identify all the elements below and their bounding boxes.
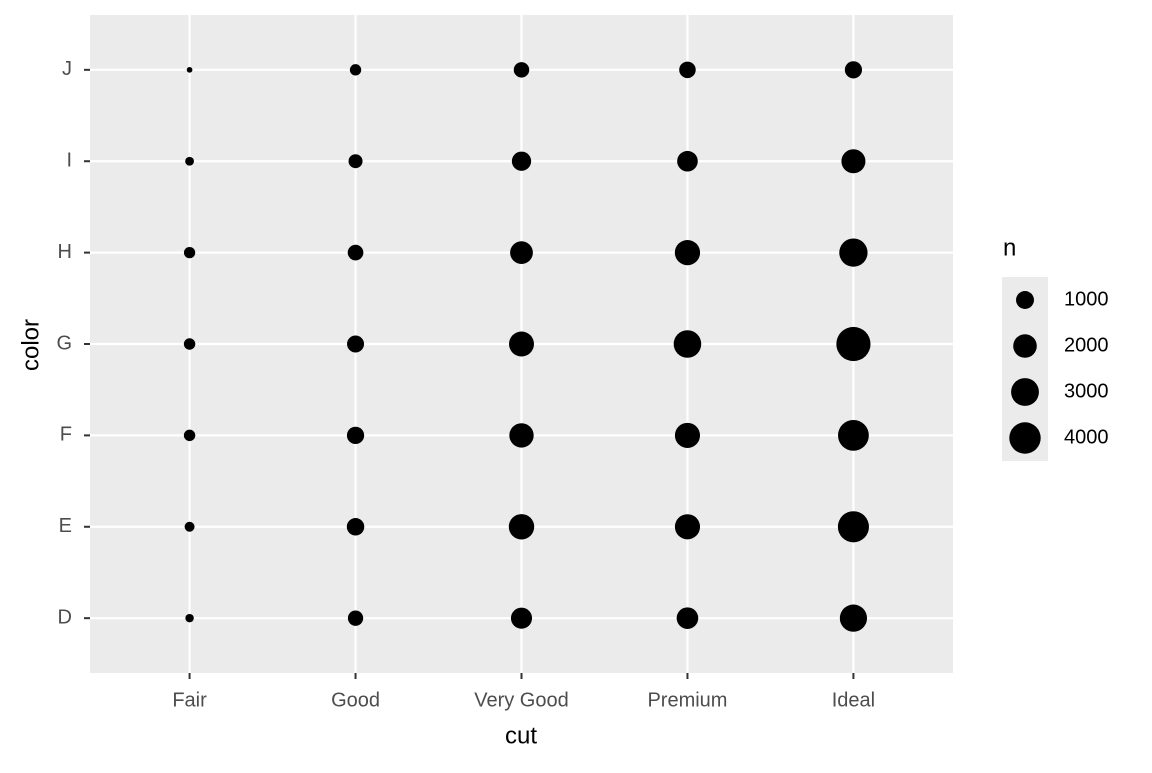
legend-key [1009,422,1041,454]
point [677,150,698,172]
y-tick-label: I [66,150,72,172]
x-axis-title: cut [505,722,537,749]
x-tick-label: Good [331,689,380,711]
y-tick-label: J [62,58,72,80]
x-tick-label: Very Good [474,689,569,711]
point [186,66,193,73]
legend-label: 1000 [1064,288,1109,310]
x-tick-label: Fair [172,689,207,711]
point [513,62,530,78]
point [348,154,363,169]
point [674,239,701,266]
y-tick-label: H [58,241,72,263]
x-tick-label: Ideal [832,689,875,711]
legend-label: 4000 [1064,426,1109,448]
point [185,156,194,166]
point [841,149,866,174]
point [347,335,365,353]
legend-label: 2000 [1064,334,1109,356]
point [346,426,365,445]
legend-key [1011,378,1039,406]
y-tick-label: G [56,332,72,354]
point [837,511,869,543]
point [346,518,365,536]
point [347,244,364,261]
y-tick-label: E [59,515,72,537]
point [679,61,696,79]
point [183,338,196,350]
point [509,423,534,448]
y-tick-label: D [58,606,72,628]
point [347,610,364,626]
legend-label: 3000 [1064,380,1109,402]
legend-key [1013,334,1037,358]
point [839,238,868,267]
point [673,330,702,358]
point [183,429,196,442]
x-tick-label: Premium [647,689,727,711]
point [836,326,871,362]
point [510,607,533,629]
point [838,419,869,451]
point [349,64,362,76]
y-axis-title: color [17,319,44,371]
point [509,331,534,357]
point [184,521,195,532]
point [183,246,196,259]
legend-key [1016,291,1034,309]
point [676,607,699,629]
y-tick-label: F [60,424,72,446]
point [508,514,535,540]
point [510,241,533,264]
point [674,422,701,448]
point [839,604,868,632]
point [844,61,863,79]
point [185,613,194,623]
legend-title: n [1003,234,1016,261]
point [511,151,532,171]
point [674,514,701,540]
